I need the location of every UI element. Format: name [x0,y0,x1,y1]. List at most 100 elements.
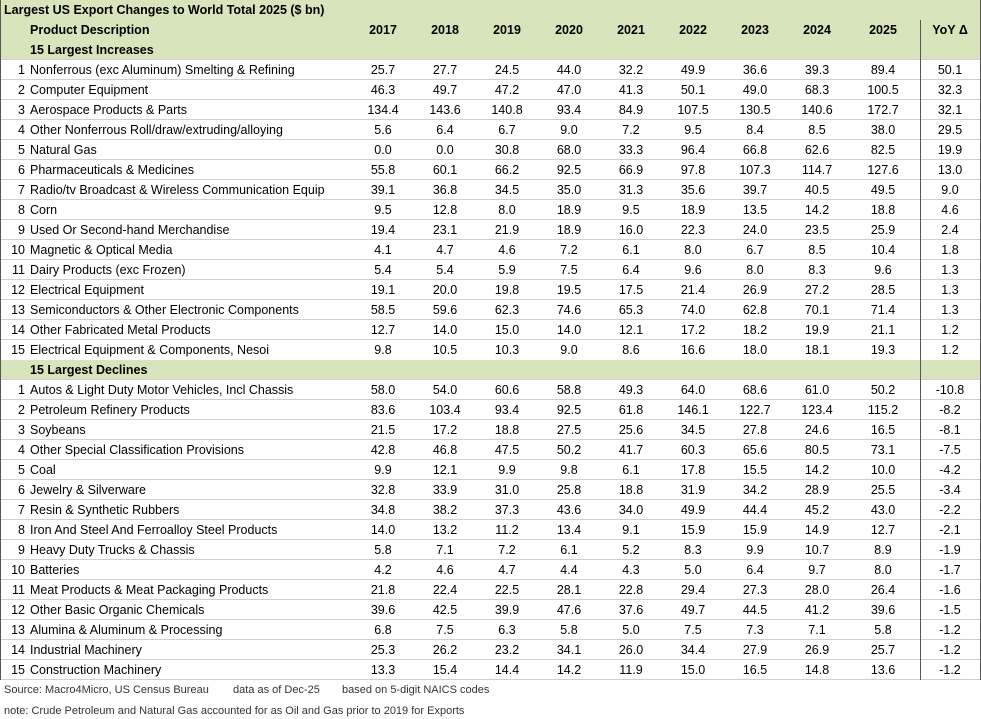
value-cell: 41.2 [804,603,830,617]
value-cell: 7.1 [436,543,454,557]
value-cell: 39.1 [370,183,396,197]
yoy-change: 1.3 [941,303,959,317]
value-cell: 49.9 [680,503,706,517]
value-cell: 43.0 [870,503,896,517]
value-cell: 31.0 [494,483,520,497]
value-cell: 9.1 [622,523,640,537]
product-name: Heavy Duty Trucks & Chassis [30,543,195,557]
yoy-change: -10.8 [935,383,965,397]
value-cell: 49.5 [870,183,896,197]
rank: 6 [18,483,25,497]
rank: 5 [18,463,25,477]
value-cell: 39.6 [870,603,896,617]
rank: 4 [18,123,25,137]
value-cell: 27.8 [742,423,768,437]
value-cell: 14.2 [556,663,582,677]
row-border [0,299,981,300]
value-cell: 25.7 [370,63,396,77]
yoy-change: 1.3 [941,263,959,277]
value-cell: 6.1 [560,543,578,557]
value-cell: 84.9 [618,103,644,117]
value-cell: 32.2 [618,63,644,77]
value-cell: 19.5 [556,283,582,297]
rank: 1 [18,383,25,397]
value-cell: 21.4 [680,283,706,297]
rank: 7 [18,503,25,517]
value-cell: 146.1 [677,403,709,417]
yoy-change: 13.0 [937,163,963,177]
value-cell: 68.6 [742,383,768,397]
product-name: Magnetic & Optical Media [30,243,173,257]
value-cell: 82.5 [870,143,896,157]
value-cell: 19.8 [494,283,520,297]
value-cell: 23.5 [804,223,830,237]
yoy-change: -1.2 [939,643,961,657]
value-cell: 8.5 [808,123,826,137]
value-cell: 9.9 [746,543,764,557]
value-cell: 15.0 [680,663,706,677]
value-cell: 4.3 [622,563,640,577]
value-cell: 97.8 [680,163,706,177]
value-cell: 26.2 [432,643,458,657]
value-cell: 7.5 [684,623,702,637]
value-cell: 41.3 [618,83,644,97]
value-cell: 8.3 [808,263,826,277]
value-cell: 8.0 [746,263,764,277]
row-border [0,419,981,420]
value-cell: 59.6 [432,303,458,317]
column-header: 2020 [555,23,583,37]
value-cell: 47.5 [494,443,520,457]
row-border [0,399,981,400]
value-cell: 62.6 [804,143,830,157]
value-cell: 5.6 [374,123,392,137]
product-name: Used Or Second-hand Merchandise [30,223,230,237]
value-cell: 42.5 [432,603,458,617]
value-cell: 39.6 [370,603,396,617]
value-cell: 9.0 [560,123,578,137]
value-cell: 44.5 [742,603,768,617]
value-cell: 6.3 [498,623,516,637]
value-cell: 115.2 [867,403,899,417]
yoy-change: 4.6 [941,203,959,217]
value-cell: 22.3 [680,223,706,237]
value-cell: 13.2 [432,523,458,537]
value-cell: 46.3 [370,83,396,97]
value-cell: 27.9 [742,643,768,657]
value-cell: 89.4 [870,63,896,77]
value-cell: 13.3 [370,663,396,677]
value-cell: 62.8 [742,303,768,317]
value-cell: 92.5 [556,163,582,177]
value-cell: 35.6 [680,183,706,197]
yoy-change: -7.5 [939,443,961,457]
row-border [0,379,981,380]
value-cell: 25.7 [870,643,896,657]
value-cell: 34.5 [494,183,520,197]
value-cell: 21.5 [370,423,396,437]
row-border [0,139,981,140]
value-cell: 34.4 [680,643,706,657]
value-cell: 15.4 [432,663,458,677]
value-cell: 20.0 [432,283,458,297]
value-cell: 58.8 [556,383,582,397]
value-cell: 172.7 [867,103,899,117]
product-name: Soybeans [30,423,86,437]
yoy-change: 1.2 [941,323,959,337]
value-cell: 14.0 [370,523,396,537]
value-cell: 33.3 [618,143,644,157]
value-cell: 80.5 [804,443,830,457]
value-cell: 28.5 [870,283,896,297]
row-border [0,559,981,560]
value-cell: 65.3 [618,303,644,317]
rank: 13 [11,303,25,317]
value-cell: 27.3 [742,583,768,597]
rank: 11 [12,263,25,277]
value-cell: 74.6 [556,303,582,317]
value-cell: 45.2 [804,503,830,517]
row-border [0,599,981,600]
value-cell: 7.2 [622,123,640,137]
value-cell: 41.7 [618,443,644,457]
row-border [0,659,981,660]
value-cell: 15.9 [742,523,768,537]
value-cell: 49.0 [742,83,768,97]
value-cell: 14.2 [804,203,830,217]
